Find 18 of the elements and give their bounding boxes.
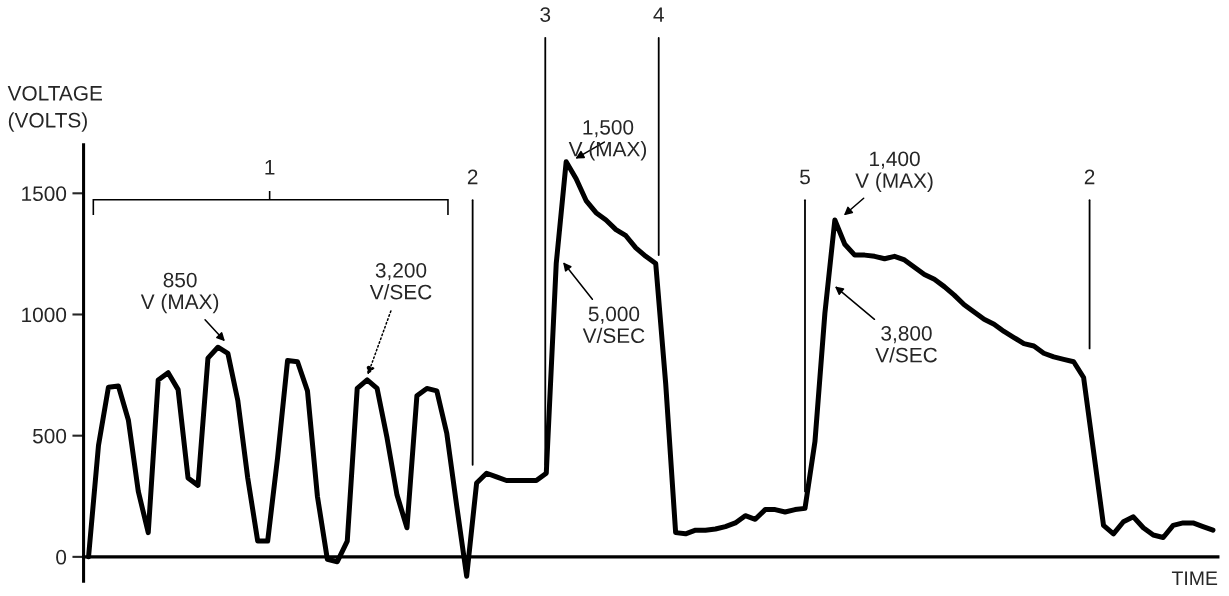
y-tick-label: 500 xyxy=(32,428,67,444)
y-tick-label: 1500 xyxy=(22,186,67,202)
annotation: TIME xyxy=(1171,571,1218,585)
annotation: 2 xyxy=(467,169,478,185)
annotation: 1,500 V (MAX) xyxy=(568,119,647,161)
annotation: 1 xyxy=(265,160,275,175)
annotation: 850 V (MAX) xyxy=(140,272,219,314)
y-tick-label: 0 xyxy=(56,549,67,565)
text: 3 xyxy=(540,7,551,22)
annotation: 3,800 V/SEC xyxy=(875,326,937,363)
y-tick-label: 1000 xyxy=(22,307,67,323)
y-axis-title: VOLTAGE (VOLTS) xyxy=(7,85,103,132)
annotation: 5 xyxy=(800,169,810,185)
text: 4 xyxy=(653,7,664,22)
annotation: 3,200 V/SEC xyxy=(369,262,432,300)
annotation: 5,000 V/SEC xyxy=(582,306,645,344)
annotation: 2 xyxy=(1084,169,1095,185)
annotation: 1,400 V (MAX) xyxy=(855,151,933,193)
